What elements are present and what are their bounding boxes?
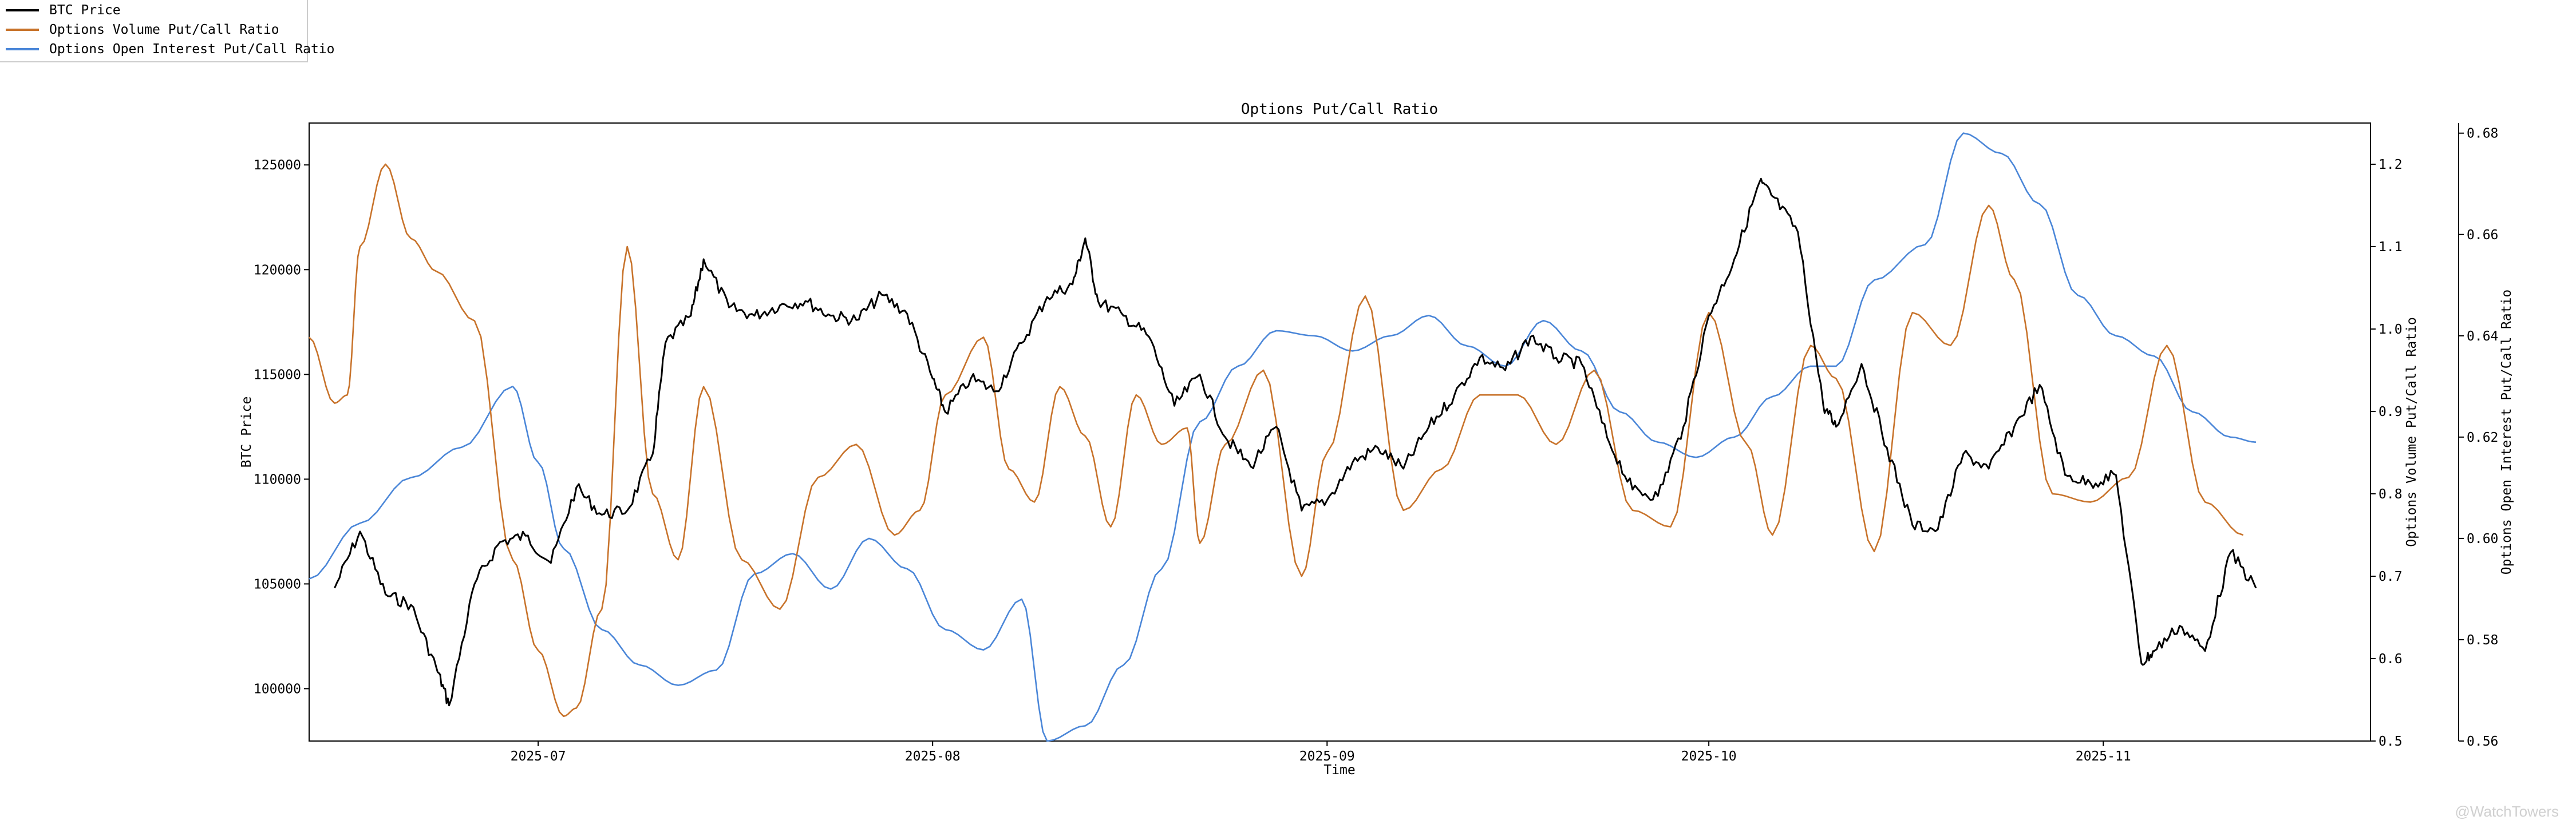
series-layer	[309, 132, 2257, 742]
right2-y-tick-label: 0.60	[2467, 532, 2498, 546]
x-tick-label: 2025-09	[1299, 749, 1355, 764]
right1-y-axis-label: Options Volume Put/Call Ratio	[2404, 317, 2419, 547]
plot-area	[309, 122, 2371, 742]
right2-y-tick-label: 0.64	[2467, 329, 2498, 344]
legend-item-volume-ratio: Options Volume Put/Call Ratio	[6, 21, 279, 38]
right1-y-tick-label: 0.5	[2379, 734, 2403, 749]
x-tick-label: 2025-08	[905, 749, 961, 764]
left-y-tick-label: 120000	[254, 263, 301, 278]
right2-y-tick-label: 0.68	[2467, 126, 2498, 141]
x-tick-label: 2025-07	[511, 749, 566, 764]
legend-label: BTC Price	[49, 3, 121, 18]
right2-y-tick-label: 0.62	[2467, 430, 2498, 445]
x-tick-label: 2025-10	[1681, 749, 1737, 764]
x-tick-label: 2025-11	[2076, 749, 2131, 764]
legend-swatch-btc-price	[6, 9, 39, 11]
right1-y-tick-label: 1.1	[2379, 240, 2403, 255]
x-axis: 2025-07 2025-08 2025-09 2025-10 2025-11	[511, 741, 2131, 764]
legend-label: Options Open Interest Put/Call Ratio	[49, 42, 335, 57]
chart-title: Options Put/Call Ratio	[1241, 101, 1438, 118]
right1-y-tick-label: 0.7	[2379, 569, 2403, 584]
right1-y-tick-label: 0.6	[2379, 652, 2403, 667]
right1-y-tick-label: 0.8	[2379, 487, 2403, 502]
series-line-right2	[309, 132, 2257, 742]
right1-y-tick-label: 0.9	[2379, 405, 2403, 419]
right1-y-tick-label: 1.2	[2379, 157, 2403, 172]
legend-swatch-oi-ratio	[6, 48, 39, 50]
left-y-tick-label: 105000	[254, 577, 301, 592]
left-y-axis-label: BTC Price	[239, 397, 254, 468]
left-y-tick-label: 100000	[254, 682, 301, 696]
series-line-left	[334, 177, 2257, 707]
left-y-tick-label: 115000	[254, 367, 301, 382]
right-y-axis-volume: 0.5 0.6 0.7 0.8 0.9 1.0 1.1 1.2	[2370, 157, 2403, 749]
left-y-axis: 100000 105000 110000 115000 120000 125000	[254, 158, 309, 696]
legend-item-oi-ratio: Options Open Interest Put/Call Ratio	[6, 41, 335, 58]
legend-label: Options Volume Put/Call Ratio	[49, 22, 279, 37]
x-axis-label: Time	[1323, 763, 1355, 778]
left-y-tick-label: 125000	[254, 158, 301, 173]
legend-item-btc-price: BTC Price	[6, 2, 121, 19]
series-line-right1	[309, 163, 2244, 718]
right2-y-tick-label: 0.66	[2467, 228, 2498, 243]
right2-y-tick-label: 0.58	[2467, 633, 2498, 648]
right2-y-axis-label: Options Open Interest Put/Call Ratio	[2499, 290, 2514, 575]
legend: BTC Price Options Volume Put/Call Ratio …	[0, 0, 335, 62]
right2-y-tick-label: 0.56	[2467, 734, 2498, 749]
watermark: @WatchTowers	[2455, 803, 2559, 820]
left-y-tick-label: 110000	[254, 472, 301, 487]
right1-y-tick-label: 1.0	[2379, 322, 2403, 337]
legend-swatch-volume-ratio	[6, 29, 39, 31]
right-y-axis-open-interest: 0.56 0.58 0.60 0.62 0.64 0.66 0.68	[2459, 126, 2498, 749]
